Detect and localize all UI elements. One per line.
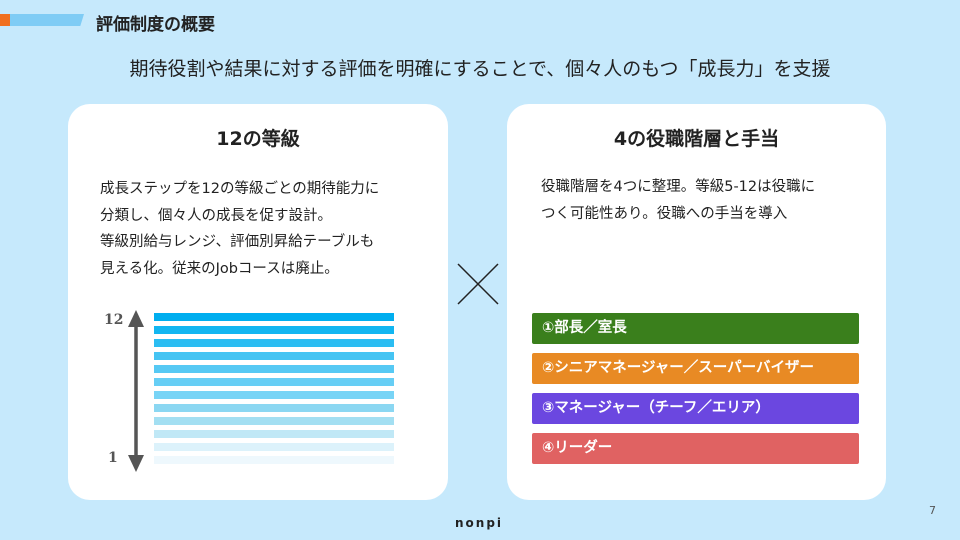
top-grade-label: 12 <box>104 312 124 328</box>
page-title: 評価制度の概要 <box>96 15 215 35</box>
page-subtitle: 期待役割や結果に対する評価を明確にすることで、個々人のもつ「成長力」を支援 <box>129 58 831 80</box>
desc-line: 等級別給与レンジ、評価別昇給テーブルも <box>100 234 375 250</box>
grade-bar <box>154 430 394 438</box>
grade-bar <box>154 417 394 425</box>
grade-bar <box>154 365 394 373</box>
company-logo: nonpi <box>455 516 504 530</box>
role-item: ④リーダー <box>532 433 859 464</box>
page-number: 7 <box>929 504 936 517</box>
grades-description: 成長ステップを12の等級ごとの期待能力に 分類し、個々人の成長を促す設計。 等級… <box>100 176 379 282</box>
header-accent <box>0 14 10 26</box>
grade-bar <box>154 391 394 399</box>
positions-title: 4の役職階層と手当 <box>613 128 780 150</box>
desc-line: 見える化。従来のJobコースは廃止。 <box>100 260 339 277</box>
grades-title: 12の等級 <box>216 128 300 150</box>
multiply-icon <box>457 263 499 305</box>
grade-bar <box>154 378 394 386</box>
grade-bars <box>154 313 394 469</box>
bottom-grade-label: 1 <box>108 450 118 466</box>
role-list: ①部長／室長 ②シニアマネージャー／スーパーバイザー ③マネージャー（チーフ／エ… <box>532 313 859 473</box>
desc-line: つく可能性あり。役職への手当を導入 <box>541 205 788 222</box>
role-item: ③マネージャー（チーフ／エリア） <box>532 393 859 424</box>
desc-line: 役職階層を4つに整理。等級5-12は役職に <box>541 179 816 195</box>
grade-bar <box>154 352 394 360</box>
grade-bar <box>154 456 394 464</box>
positions-card: 4の役職階層と手当 役職階層を4つに整理。等級5-12は役職に つく可能性あり。… <box>507 104 886 500</box>
role-item: ②シニアマネージャー／スーパーバイザー <box>532 353 859 384</box>
grade-bar <box>154 339 394 347</box>
grade-bar <box>154 443 394 451</box>
desc-line: 分類し、個々人の成長を促す設計。 <box>100 207 332 224</box>
positions-description: 役職階層を4つに整理。等級5-12は役職に つく可能性あり。役職への手当を導入 <box>541 174 815 227</box>
grades-card: 12の等級 成長ステップを12の等級ごとの期待能力に 分類し、個々人の成長を促す… <box>68 104 448 500</box>
grade-bar <box>154 313 394 321</box>
grade-bar <box>154 326 394 334</box>
desc-line: 成長ステップを12の等級ごとの期待能力に <box>100 181 380 197</box>
double-arrow-icon <box>128 310 144 472</box>
header-accent-bar <box>10 14 84 26</box>
grade-bar <box>154 404 394 412</box>
role-item: ①部長／室長 <box>532 313 859 344</box>
